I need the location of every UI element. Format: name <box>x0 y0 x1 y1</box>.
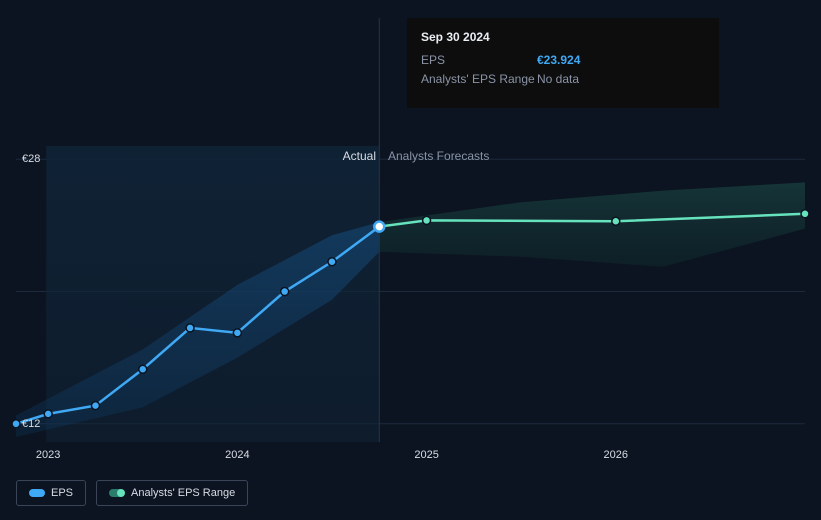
legend-item-eps-range[interactable]: Analysts' EPS Range <box>96 480 248 506</box>
legend-dot-icon <box>37 489 45 497</box>
x-tick-label: 2025 <box>414 449 438 461</box>
tooltip-row-label: EPS <box>421 51 537 70</box>
y-tick-label: €28 <box>22 153 40 165</box>
tooltip-row: Analysts' EPS RangeNo data <box>421 70 705 89</box>
x-tick-label: 2026 <box>604 449 628 461</box>
legend-swatch <box>29 489 43 497</box>
legend: EPS Analysts' EPS Range <box>16 480 248 506</box>
x-tick-label: 2024 <box>225 449 249 461</box>
legend-label: EPS <box>51 487 73 499</box>
tooltip-date: Sep 30 2024 <box>421 28 705 47</box>
tooltip-row-value: No data <box>537 70 579 89</box>
eps-forecast-chart: €28 €12 2023 2024 2025 2026 Actual Analysts … <box>0 0 821 520</box>
legend-dot-icon <box>117 489 125 497</box>
hover-tooltip: Sep 30 2024 EPS€23.924Analysts' EPS Rang… <box>407 18 719 108</box>
hover-marker <box>374 222 384 232</box>
x-tick-label: 2023 <box>36 449 60 461</box>
tooltip-row-value: €23.924 <box>537 51 580 70</box>
tooltip-row: EPS€23.924 <box>421 51 705 70</box>
region-label-actual: Actual <box>343 149 376 163</box>
legend-swatch <box>109 489 123 497</box>
y-tick-label: €12 <box>22 418 40 430</box>
legend-label: Analysts' EPS Range <box>131 487 235 499</box>
tooltip-row-label: Analysts' EPS Range <box>421 70 537 89</box>
legend-item-eps[interactable]: EPS <box>16 480 86 506</box>
region-label-forecast: Analysts Forecasts <box>388 149 489 163</box>
